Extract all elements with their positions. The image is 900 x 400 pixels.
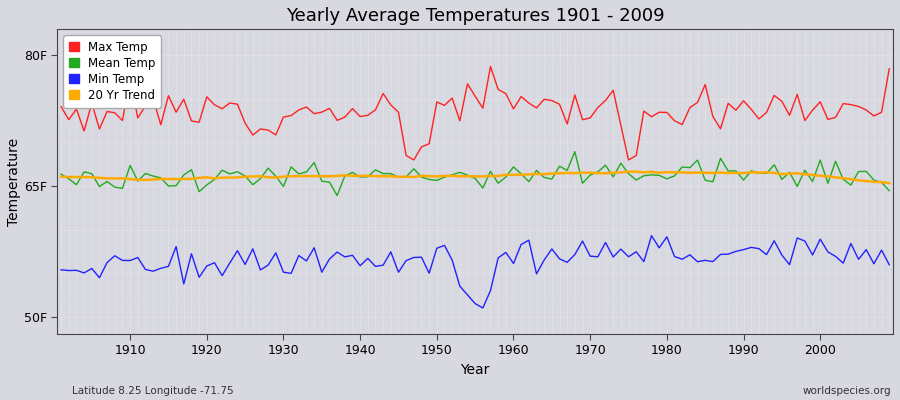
Min Temp — [332, 250, 343, 254]
Max Temp — [56, 104, 67, 109]
Max Temp — [524, 101, 535, 106]
Min Temp — [646, 233, 657, 238]
Min Temp — [516, 242, 526, 247]
20 Yr Trend — [884, 181, 895, 186]
Min Temp — [56, 267, 67, 272]
Mean Temp — [332, 193, 343, 198]
20 Yr Trend — [117, 176, 128, 181]
20 Yr Trend — [285, 174, 296, 179]
Max Temp — [409, 158, 419, 162]
Max Temp — [332, 118, 343, 123]
Mean Temp — [884, 188, 895, 193]
Text: Latitude 8.25 Longitude -71.75: Latitude 8.25 Longitude -71.75 — [72, 386, 234, 396]
Title: Yearly Average Temperatures 1901 - 2009: Yearly Average Temperatures 1901 - 2009 — [286, 7, 664, 25]
20 Yr Trend — [623, 169, 634, 174]
Min Temp — [477, 306, 488, 310]
Mean Temp — [570, 149, 580, 154]
20 Yr Trend — [56, 174, 67, 179]
20 Yr Trend — [508, 172, 519, 177]
Mean Temp — [56, 172, 67, 176]
Min Temp — [508, 261, 519, 266]
Max Temp — [285, 113, 296, 118]
Max Temp — [117, 118, 128, 123]
20 Yr Trend — [600, 171, 611, 176]
Min Temp — [117, 258, 128, 263]
Min Temp — [608, 254, 618, 259]
Y-axis label: Temperature: Temperature — [7, 138, 21, 226]
Mean Temp — [508, 164, 519, 169]
Text: worldspecies.org: worldspecies.org — [803, 386, 891, 396]
Mean Temp — [516, 172, 526, 176]
Mean Temp — [339, 174, 350, 178]
Min Temp — [884, 262, 895, 267]
Max Temp — [616, 123, 626, 128]
X-axis label: Year: Year — [461, 363, 490, 377]
Max Temp — [884, 66, 895, 71]
Line: Max Temp: Max Temp — [61, 66, 889, 160]
Mean Temp — [285, 164, 296, 169]
Mean Temp — [616, 161, 626, 166]
Line: Min Temp: Min Temp — [61, 236, 889, 308]
Line: Mean Temp: Mean Temp — [61, 152, 889, 196]
Legend: Max Temp, Mean Temp, Min Temp, 20 Yr Trend: Max Temp, Mean Temp, Min Temp, 20 Yr Tre… — [63, 35, 161, 108]
Mean Temp — [117, 186, 128, 191]
Line: 20 Yr Trend: 20 Yr Trend — [61, 172, 889, 183]
20 Yr Trend — [500, 172, 511, 177]
Min Temp — [285, 271, 296, 276]
Max Temp — [516, 94, 526, 99]
Max Temp — [485, 64, 496, 69]
20 Yr Trend — [332, 174, 343, 178]
